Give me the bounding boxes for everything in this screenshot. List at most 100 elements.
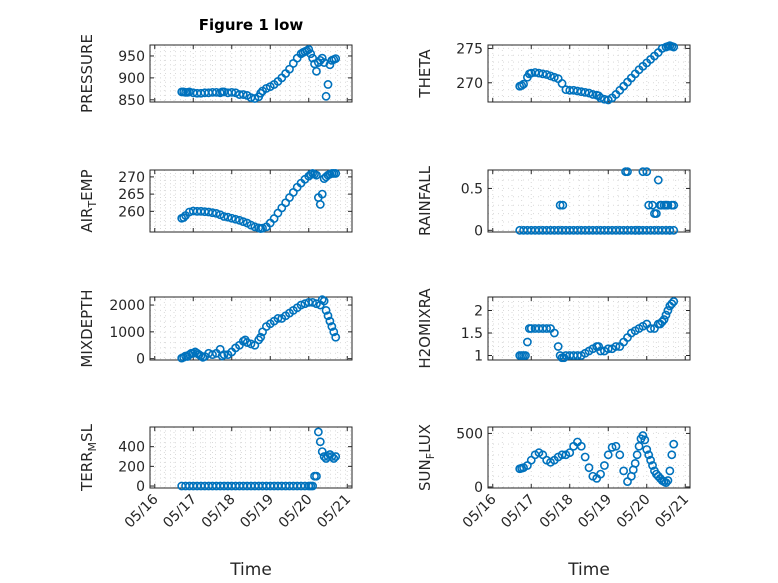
data-point [669, 200, 679, 210]
data-point [308, 53, 317, 63]
data-point [521, 351, 530, 360]
data-point [669, 439, 679, 449]
data-point [308, 297, 317, 307]
axes-box [487, 44, 691, 103]
x-tick-label: 05/21 [314, 492, 354, 532]
data-point [258, 223, 267, 233]
data-point [600, 461, 609, 470]
data-point [580, 452, 590, 462]
y-axis-label: AIRTEMP [78, 169, 99, 232]
data-point [517, 81, 527, 90]
data-point [219, 350, 229, 360]
y-tick-label: 270 [456, 76, 483, 92]
data-point [630, 458, 640, 468]
data-point [632, 450, 642, 460]
data-point [615, 450, 625, 460]
x-tick-label: 05/21 [652, 492, 692, 532]
data-point [546, 71, 555, 81]
x-axis-label-right: Time [567, 560, 610, 580]
data-point [557, 450, 567, 460]
subplot-mixdepth: 0 1000 2000 MIXDEPTH [78, 289, 353, 368]
data-point [656, 200, 666, 210]
data-point [623, 167, 632, 177]
data-point [327, 322, 337, 331]
data-point [669, 297, 679, 306]
data-point [665, 225, 675, 235]
y-axis-label: H2OMIXRA [416, 288, 434, 369]
data-point [542, 70, 552, 79]
data-point [549, 328, 559, 338]
data-point [238, 90, 248, 99]
data-point [630, 225, 640, 235]
data-point [242, 338, 252, 347]
data-point [648, 461, 657, 470]
axes-box [149, 296, 353, 361]
data-point [584, 463, 594, 473]
subplot-rainfall: 0 0.5 RAINFALL [416, 165, 691, 239]
y-tick-label: 200 [118, 459, 145, 475]
data-point [607, 442, 617, 452]
data-point [542, 324, 552, 333]
y-tick-label: 950 [118, 49, 145, 65]
figure-title: Figure 1 low [199, 16, 304, 34]
y-axis-label: RAINFALL [416, 165, 434, 236]
data-point [558, 200, 568, 210]
x-tick-label: 05/19 [575, 492, 615, 532]
data-point [603, 344, 613, 354]
data-point [611, 441, 621, 451]
data-point [321, 91, 331, 101]
subplot-pressure: 850 900 950 PRESSURE [78, 34, 353, 113]
x-tick-label: 05/17 [498, 492, 538, 532]
data-point [219, 212, 229, 221]
data-point [611, 342, 621, 351]
y-tick-label: 0 [136, 479, 145, 495]
data-point [646, 455, 655, 465]
y-tick-label: 0 [474, 480, 483, 496]
x-axis-label-left: Time [229, 560, 272, 580]
data-point [329, 454, 339, 463]
data-point [555, 200, 565, 210]
data-point [208, 350, 217, 360]
data-point [331, 332, 341, 342]
data-point [312, 299, 321, 309]
data-point [596, 93, 605, 103]
data-point [323, 311, 333, 321]
x-tick-label: 05/16 [460, 491, 500, 531]
data-point [312, 170, 321, 180]
x-tick-label: 05/20 [614, 492, 654, 532]
data-point [663, 476, 673, 485]
y-tick-label: 1.5 [461, 326, 483, 342]
data-point [227, 213, 237, 223]
data-point [306, 49, 316, 59]
y-tick-label: 270 [118, 170, 145, 186]
subplot-theta: 270 275 THETA [416, 41, 691, 105]
y-tick-label: 265 [118, 187, 145, 203]
data-point [651, 209, 661, 218]
data-point [538, 69, 548, 79]
data-point [580, 87, 590, 97]
data-point [584, 88, 594, 98]
data-point [653, 175, 663, 185]
data-point [331, 452, 341, 461]
data-point [331, 169, 341, 178]
x-tick-label: 05/18 [199, 492, 239, 532]
data-point [313, 427, 323, 437]
y-axis-label: PRESSURE [78, 34, 96, 113]
data-point [211, 208, 221, 218]
x-tick-label: 05/19 [237, 492, 277, 532]
data-point [588, 90, 598, 99]
data-point [638, 167, 648, 177]
data-point [256, 88, 266, 98]
data-point [327, 452, 337, 461]
data-point [315, 437, 325, 447]
data-point [667, 299, 677, 309]
subplot-sun-flux: 0 500 SUNFLUX 05/1605/1705/1805/1905/2005/2… [416, 424, 692, 531]
data-point [644, 200, 654, 210]
y-tick-label: 0 [474, 223, 483, 239]
y-tick-label: 400 [118, 440, 145, 456]
data-point [603, 450, 613, 460]
data-point [667, 450, 677, 460]
data-point [576, 441, 586, 451]
data-point [669, 225, 679, 235]
